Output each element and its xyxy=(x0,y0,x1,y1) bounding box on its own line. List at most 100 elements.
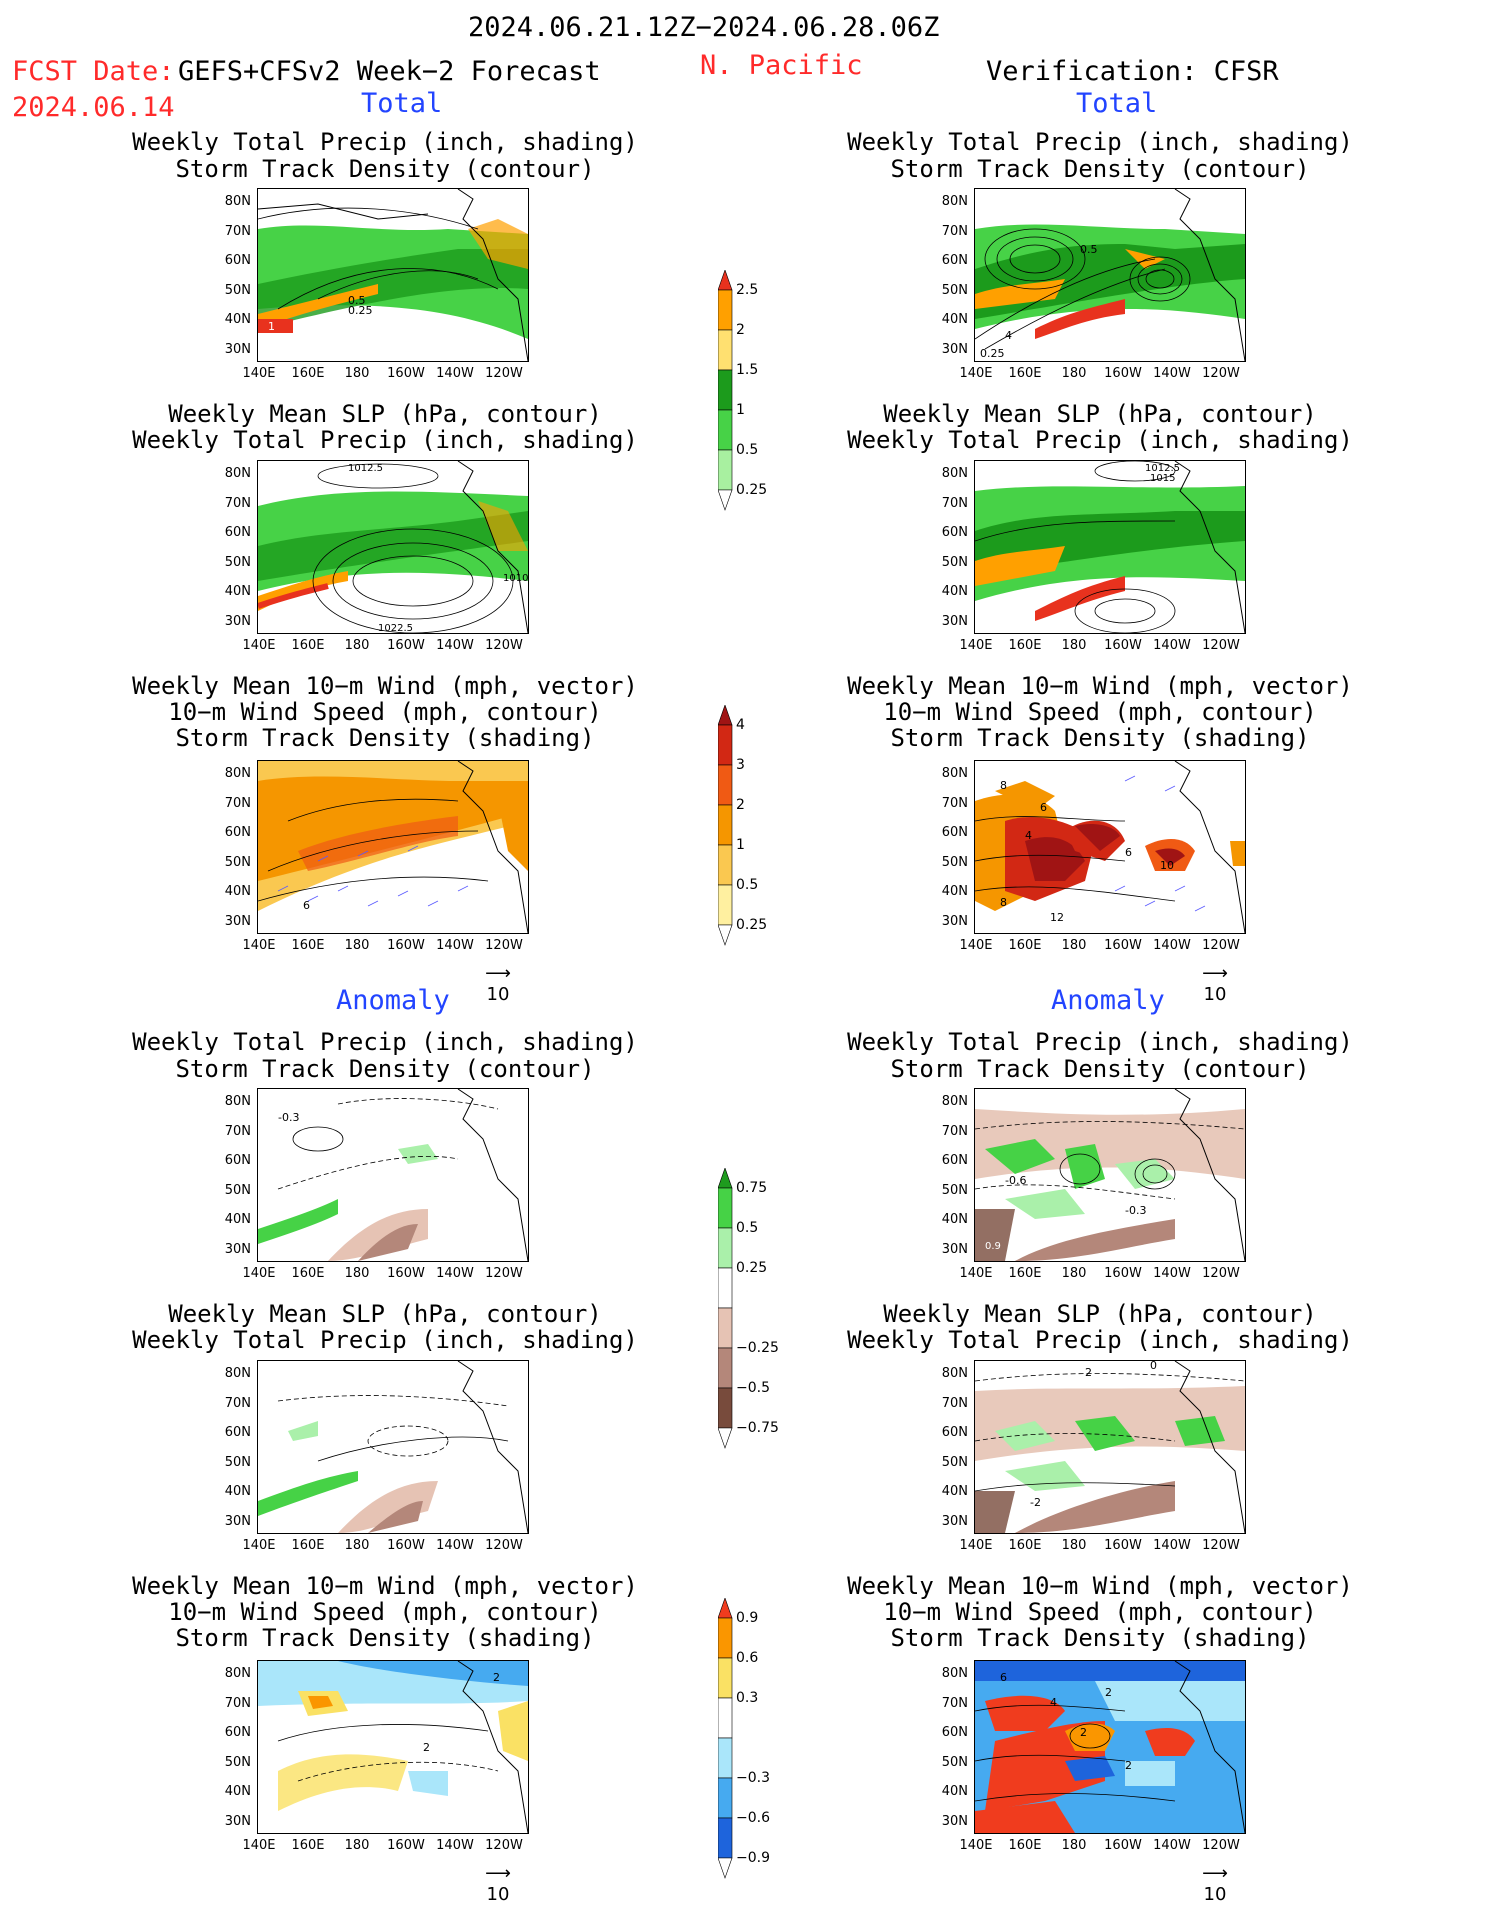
title-vr-anom-precip-2: Storm Track Density (contour) xyxy=(890,1055,1310,1083)
lat-tick-label: 30N xyxy=(941,913,968,929)
colorbar-label: 0.75 xyxy=(736,1180,768,1196)
lon-tick-label: 140E xyxy=(242,638,276,653)
colorbar-segment xyxy=(717,369,733,411)
title-fc-anom-slp-2: Weekly Total Precip (inch, shading) xyxy=(132,1326,638,1354)
title-fc-total-precip-1: Weekly Total Precip (inch, shading) xyxy=(132,128,638,156)
lat-tick-label: 40N xyxy=(941,1484,968,1499)
lat-tick-label: 60N xyxy=(224,1725,251,1740)
map-vr-total-wind: 8 6 4 6 10 8 12 xyxy=(974,760,1246,934)
colorbar-segment xyxy=(717,269,733,291)
colorbar-svg xyxy=(717,269,733,511)
vector-scale-vr-anom: ⟶ 10 xyxy=(1195,1863,1235,1905)
lon-tick-label: 160E xyxy=(1008,638,1042,653)
lon-tick-label: 140E xyxy=(959,1538,993,1553)
contour-label: 0 xyxy=(1150,1361,1157,1372)
lat-tick-label: 70N xyxy=(224,1123,251,1139)
lon-tick-label: 180 xyxy=(344,1538,370,1553)
lat-tick-label: 70N xyxy=(224,795,251,811)
colorbar-segment xyxy=(717,1187,733,1229)
contour-label: 6 xyxy=(1040,801,1047,814)
lat-tick-label: 30N xyxy=(224,1813,251,1829)
lon-tick-label: 140E xyxy=(959,366,993,381)
lat-tick-label: 50N xyxy=(941,854,968,870)
colorbar-label: −0.75 xyxy=(736,1420,779,1436)
contour-label: 1 xyxy=(268,320,275,333)
lat-tick-label: 70N xyxy=(941,495,968,511)
colorbar-label: 1 xyxy=(736,837,745,853)
vector-scale-fc-anom: ⟶ 10 xyxy=(478,1863,518,1905)
lon-tick-label: 120W xyxy=(485,1266,523,1281)
lat-tick-label: 70N xyxy=(224,495,251,511)
lon-tick-label: 160W xyxy=(387,1538,425,1553)
lat-tick-label: 80N xyxy=(941,766,968,781)
contour-label: -0.6 xyxy=(1005,1174,1026,1187)
lat-tick-label: 80N xyxy=(941,1666,968,1681)
lon-tick-label: 140E xyxy=(242,1538,276,1553)
lon-tick-label: 120W xyxy=(1202,1266,1240,1281)
lat-tick-label: 80N xyxy=(224,1366,251,1381)
lat-tick-label: 70N xyxy=(224,223,251,239)
contour-label: 6 xyxy=(1125,846,1132,859)
title-fc-total-precip-2: Storm Track Density (contour) xyxy=(175,155,595,183)
contour-label: 0.5 xyxy=(1080,243,1098,256)
lat-tick-label: 40N xyxy=(224,584,251,599)
section-anomaly-left: Anomaly xyxy=(336,985,450,1016)
colorbar-label: 0.5 xyxy=(736,877,759,893)
lon-tick-label: 140W xyxy=(436,938,474,953)
lon-tick-label: 160E xyxy=(1008,1838,1042,1853)
title-vr-anom-slp-1: Weekly Mean SLP (hPa, contour) xyxy=(883,1300,1317,1328)
contour-label: 0.5 xyxy=(348,294,366,307)
lon-tick-label: 140E xyxy=(959,1838,993,1853)
colorbar-segment xyxy=(717,924,733,946)
map-fc-anom-slp xyxy=(257,1360,529,1534)
map-vr-total-slp: 1012.5 1015 xyxy=(974,460,1246,634)
lat-tick-label: 30N xyxy=(224,913,251,929)
lon-tick-label: 140E xyxy=(959,1266,993,1281)
colorbar-segment xyxy=(717,449,733,491)
colorbar-svg xyxy=(717,1167,733,1449)
colorbar-label: 1 xyxy=(736,402,745,418)
contour-label: 0.25 xyxy=(348,304,373,317)
lat-tick-label: 30N xyxy=(224,613,251,629)
lat-tick-label: 30N xyxy=(941,1241,968,1257)
title-vr-total-slp-1: Weekly Mean SLP (hPa, contour) xyxy=(883,400,1317,428)
lat-tick-label: 70N xyxy=(941,1695,968,1711)
lat-tick-label: 60N xyxy=(224,525,251,540)
lon-tick-label: 160W xyxy=(1104,1266,1142,1281)
lon-tick-label: 160E xyxy=(1008,938,1042,953)
contour-label: 8 xyxy=(1000,779,1007,792)
lat-tick-label: 50N xyxy=(941,282,968,298)
map-vr-anom-precip: -0.6 -0.3 0.9 xyxy=(974,1088,1246,1262)
date-range: 2024.06.21.12Z−2024.06.28.06Z xyxy=(468,12,940,43)
lon-tick-label: 120W xyxy=(485,638,523,653)
lon-tick-label: 140W xyxy=(436,1838,474,1853)
lon-tick-label: 120W xyxy=(1202,638,1240,653)
lat-tick-label: 30N xyxy=(224,1513,251,1529)
lon-tick-label: 160W xyxy=(387,1266,425,1281)
colorbar-segment xyxy=(717,844,733,886)
vector-arrow-icon: ⟶ xyxy=(485,1863,511,1884)
map-fc-anom-precip: -0.3 xyxy=(257,1088,529,1262)
contour-label: 1010 xyxy=(503,573,528,584)
contour-label: -0.3 xyxy=(278,1111,299,1124)
lat-tick-label: 50N xyxy=(224,854,251,870)
lon-tick-label: 120W xyxy=(1202,1538,1240,1553)
title-fc-total-wind-2: 10−m Wind Speed (mph, contour) xyxy=(168,698,602,726)
colorbar-label: −0.9 xyxy=(736,1850,770,1866)
lat-tick-label: 70N xyxy=(941,1123,968,1139)
vector-arrow-icon: ⟶ xyxy=(485,963,511,984)
lat-tick-label: 50N xyxy=(224,1454,251,1470)
colorbar-segment xyxy=(717,1167,733,1189)
contour-label: 1012.5 xyxy=(348,463,383,474)
title-fc-total-slp-2: Weekly Total Precip (inch, shading) xyxy=(132,426,638,454)
lat-tick-label: 80N xyxy=(224,1094,251,1109)
colorbar-segment xyxy=(717,1657,733,1699)
lon-tick-label: 140W xyxy=(1153,1266,1191,1281)
lon-tick-label: 120W xyxy=(485,938,523,953)
title-fc-total-wind-3: Storm Track Density (shading) xyxy=(175,724,595,752)
colorbar-segment xyxy=(717,1267,733,1309)
colorbar-svg xyxy=(717,704,733,946)
title-fc-anom-slp-1: Weekly Mean SLP (hPa, contour) xyxy=(168,1300,602,1328)
lat-tick-label: 50N xyxy=(941,1754,968,1770)
lat-tick-label: 30N xyxy=(224,1241,251,1257)
